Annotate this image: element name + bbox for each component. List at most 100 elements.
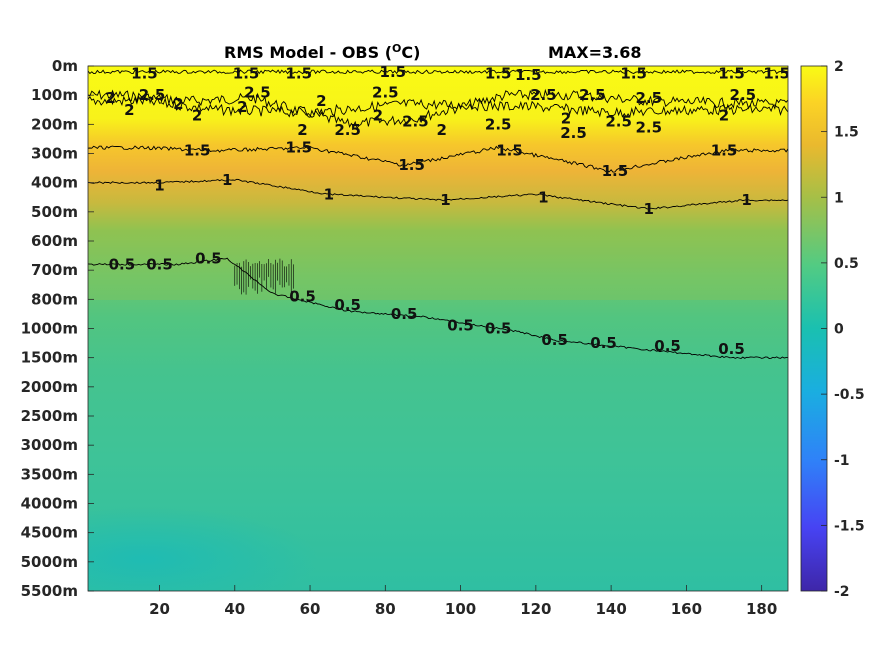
mid-water-band [88, 230, 788, 300]
x-tick-label: 80 [375, 600, 396, 618]
contour-label: 0.5 [109, 255, 136, 273]
contour-label: 1.5 [380, 63, 407, 81]
colorbar-tick-label: 0.5 [834, 256, 859, 272]
colorbar-tick-label: -1 [834, 453, 850, 469]
contour-label: 1.5 [131, 64, 158, 82]
contour-label: 1 [440, 191, 450, 209]
contour-label: 2.5 [485, 115, 512, 133]
y-tick-label: 0m [52, 57, 78, 75]
contour-label: 1.5 [602, 162, 629, 180]
y-tick-label: 4000m [21, 495, 78, 513]
contour-line-0-5 [88, 257, 788, 359]
x-tick-label: 40 [224, 600, 245, 618]
contour-line-2 [88, 95, 788, 118]
y-tick-label: 200m [31, 115, 78, 133]
y-tick-label: 700m [31, 261, 78, 279]
contour-label: 2.5 [730, 86, 757, 104]
contour-label: 2.5 [334, 121, 361, 139]
title-unit-sup: O [392, 42, 401, 55]
colorbar-tick-label: 2 [834, 59, 844, 75]
contour-label: 0.5 [391, 305, 418, 323]
y-tick-label: 800m [31, 290, 78, 308]
colorbar-ticks: 2 1.5 1 0.5 0 -0.5 -1 -1.5 -2 [821, 59, 865, 600]
contour-label: 2.5 [402, 112, 429, 130]
contour-label: 1.5 [515, 66, 542, 84]
y-axis-ticks: 0m 100m 200m 300m 400m 500m 600m 700m 800m 1000m 1… [21, 57, 94, 600]
contour-label: 0.5 [195, 250, 222, 268]
contour-label: 2 [373, 107, 383, 125]
contour-label: 1.5 [233, 64, 260, 82]
contour-label: 2 [719, 107, 729, 125]
contour-label: 2 [124, 101, 134, 119]
contour-label: 2 [237, 98, 247, 116]
y-tick-label: 2500m [21, 407, 78, 425]
contour-label: 2.5 [244, 83, 271, 101]
y-tick-label: 500m [31, 203, 78, 221]
contour-label: 2.5 [635, 118, 662, 136]
y-tick-label: 5500m [21, 582, 78, 600]
y-tick-label: 400m [31, 174, 78, 192]
colorbar-tick-label: -1.5 [834, 518, 865, 534]
y-tick-label: 3000m [21, 436, 78, 454]
contour-label: 1.5 [184, 142, 211, 160]
x-tick-label: 120 [520, 600, 551, 618]
contour-label: 0.5 [590, 334, 617, 352]
contour-label: 0.5 [334, 296, 361, 314]
contour-line-1-5 [88, 69, 788, 75]
contour-label: 0.5 [289, 287, 316, 305]
contour-label: 2 [437, 121, 447, 139]
contour-label: 2.5 [605, 112, 632, 130]
y-tick-label: 100m [31, 86, 78, 104]
contour-line-1 [88, 178, 788, 210]
y-tick-label: 600m [31, 232, 78, 250]
y-tick-label: 1000m [21, 320, 78, 338]
contour-label: 0.5 [485, 320, 512, 338]
contour-label: 1.5 [763, 64, 790, 82]
max-label: MAX=3.68 [548, 43, 642, 62]
contour-label: 0.5 [541, 331, 568, 349]
contour-label: 2.5 [579, 86, 606, 104]
colorbar-tick-label: 1.5 [834, 125, 859, 141]
contour-label: 2 [173, 95, 183, 113]
contour-label: 0.5 [718, 340, 745, 358]
colorbar-tick-label: 0 [834, 322, 844, 338]
x-axis-ticks: 20 40 60 80 100 120 140 160 180 [149, 585, 777, 618]
y-tick-label: 2000m [21, 378, 78, 396]
contour-label: 1.5 [620, 64, 647, 82]
contour-label: 1.5 [711, 142, 738, 160]
contour-label: 0.5 [654, 337, 681, 355]
contour-line-1-5 [88, 145, 788, 173]
x-tick-label: 60 [300, 600, 321, 618]
deep-water-region [88, 380, 788, 591]
x-tick-label: 100 [445, 600, 476, 618]
contour-label: 2 [561, 110, 571, 128]
contour-label: 1.5 [285, 139, 312, 157]
contour-label: 0.5 [447, 317, 474, 335]
contour-label: 0.5 [146, 255, 173, 273]
y-tick-label: 300m [31, 145, 78, 163]
contour-label: 1.5 [285, 64, 312, 82]
x-tick-label: 180 [746, 600, 777, 618]
title-unit-tail: C) [401, 43, 420, 62]
contour-label: 1 [741, 191, 751, 209]
y-tick-label: 5000m [21, 553, 78, 571]
contour-label: 1.5 [398, 156, 425, 174]
x-tick-label: 140 [595, 600, 626, 618]
contour-label: 1 [538, 188, 548, 206]
contour-label: 2 [192, 107, 202, 125]
y-tick-label: 1500m [21, 349, 78, 367]
contour-label: 1.5 [496, 142, 523, 160]
contour-label: 2.5 [635, 89, 662, 107]
contour-label: 1 [222, 171, 232, 189]
contour-label: 1 [154, 177, 164, 195]
contour-label: 1 [644, 200, 654, 218]
contour-label: 2.5 [372, 83, 399, 101]
colorbar-tick-label: -2 [834, 584, 850, 600]
colorbar-tick-label: 1 [834, 190, 844, 206]
x-tick-label: 20 [149, 600, 170, 618]
x-tick-label: 160 [671, 600, 702, 618]
chart-title: RMS Model - OBS (OC) [224, 42, 420, 62]
